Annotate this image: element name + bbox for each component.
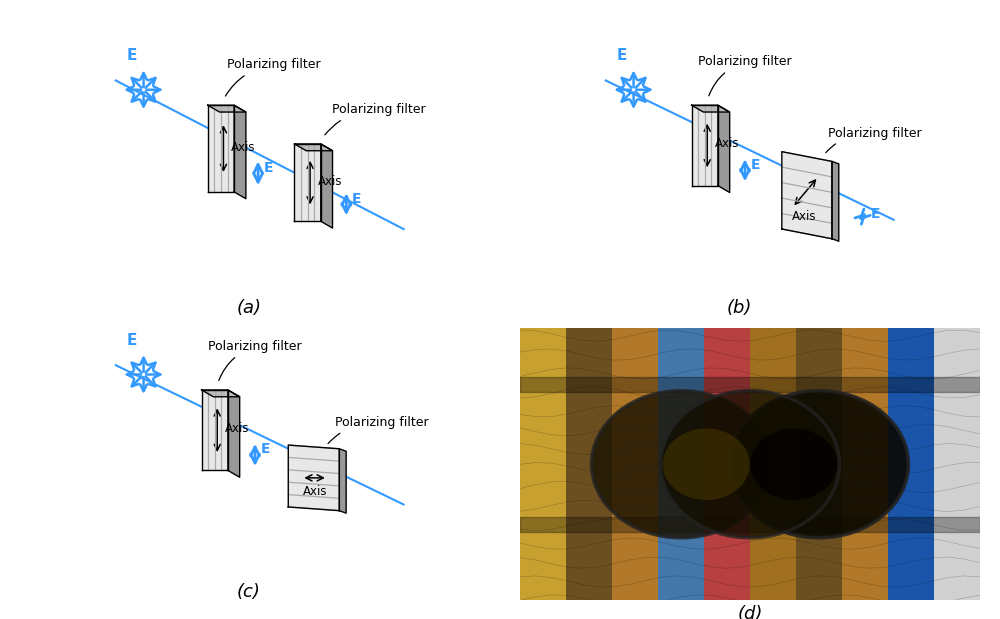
Polygon shape — [294, 144, 333, 150]
Text: Axis: Axis — [792, 210, 816, 223]
Polygon shape — [321, 144, 333, 228]
Polygon shape — [782, 152, 832, 239]
Circle shape — [661, 391, 839, 538]
Polygon shape — [208, 105, 246, 112]
Text: Polarizing filter: Polarizing filter — [325, 103, 426, 135]
Text: Axis: Axis — [303, 485, 328, 498]
Polygon shape — [692, 105, 718, 186]
Text: (b): (b) — [726, 298, 751, 316]
FancyBboxPatch shape — [888, 328, 934, 600]
Polygon shape — [832, 162, 839, 241]
Text: Polarizing filter: Polarizing filter — [698, 55, 792, 96]
Polygon shape — [234, 105, 246, 199]
Text: Axis: Axis — [231, 141, 255, 154]
FancyBboxPatch shape — [658, 328, 704, 600]
Text: E: E — [127, 48, 137, 63]
Text: E: E — [617, 48, 627, 63]
Text: Polarizing filter: Polarizing filter — [328, 416, 429, 444]
Polygon shape — [202, 390, 240, 397]
Text: (a): (a) — [236, 298, 261, 316]
FancyBboxPatch shape — [566, 328, 612, 600]
Circle shape — [730, 391, 908, 538]
Polygon shape — [339, 449, 346, 513]
Text: Axis: Axis — [225, 422, 249, 435]
Circle shape — [750, 428, 837, 500]
Text: Axis: Axis — [715, 137, 739, 150]
FancyBboxPatch shape — [796, 328, 842, 600]
Polygon shape — [294, 144, 321, 222]
Polygon shape — [228, 390, 240, 477]
FancyBboxPatch shape — [520, 328, 566, 600]
Text: Polarizing filter: Polarizing filter — [225, 58, 320, 96]
FancyBboxPatch shape — [934, 328, 980, 600]
Polygon shape — [692, 105, 730, 112]
FancyBboxPatch shape — [704, 328, 750, 600]
Text: E: E — [352, 192, 361, 206]
Text: E: E — [870, 207, 880, 221]
Text: Polarizing filter: Polarizing filter — [826, 126, 922, 153]
Text: E: E — [264, 161, 273, 175]
Bar — [520, 517, 980, 532]
Text: (c): (c) — [237, 583, 261, 601]
Circle shape — [592, 391, 770, 538]
Circle shape — [663, 428, 750, 500]
FancyBboxPatch shape — [750, 328, 796, 600]
Polygon shape — [288, 445, 339, 511]
Polygon shape — [202, 390, 228, 470]
FancyBboxPatch shape — [612, 328, 658, 600]
Polygon shape — [718, 105, 730, 193]
Text: Polarizing filter: Polarizing filter — [208, 340, 302, 381]
Bar — [520, 377, 980, 392]
Text: E: E — [127, 333, 137, 348]
Text: E: E — [751, 158, 760, 171]
FancyBboxPatch shape — [842, 328, 888, 600]
Text: Axis: Axis — [318, 175, 342, 188]
Text: (d): (d) — [737, 605, 763, 619]
Polygon shape — [208, 105, 234, 192]
Text: E: E — [261, 443, 270, 456]
